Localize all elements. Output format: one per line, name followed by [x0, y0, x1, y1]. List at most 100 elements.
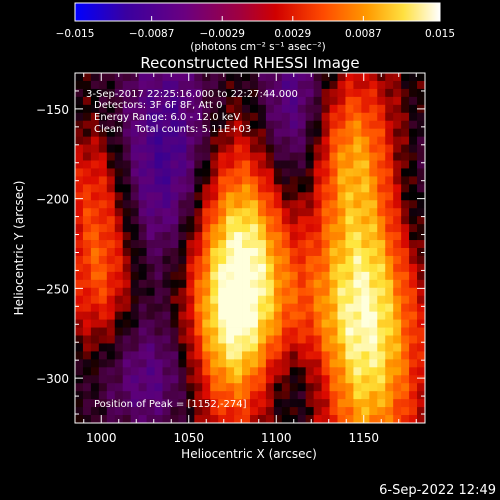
- heatmap-cell: [369, 176, 378, 185]
- heatmap-cell: [289, 279, 299, 289]
- heatmap-cell: [194, 327, 203, 336]
- heatmap-cell: [162, 200, 171, 209]
- heatmap-cell: [202, 399, 211, 408]
- heatmap-cell: [353, 287, 362, 297]
- heatmap-cell: [401, 73, 410, 82]
- heatmap-cell: [329, 343, 338, 352]
- heatmap-cell: [369, 335, 378, 344]
- heatmap-cell: [329, 367, 338, 376]
- heatmap-cell: [122, 319, 132, 328]
- heatmap-cell: [138, 399, 147, 408]
- heatmap-cell: [154, 96, 163, 106]
- heatmap-cell: [361, 311, 370, 320]
- heatmap-cell: [305, 88, 315, 98]
- heatmap-cell: [75, 208, 84, 217]
- heatmap-cell: [417, 128, 425, 138]
- heatmap-cell: [409, 287, 418, 297]
- heatmap-cell: [345, 192, 354, 201]
- heatmap-cell: [297, 367, 307, 376]
- heatmap-cell: [417, 279, 425, 289]
- heatmap-cell: [186, 128, 195, 138]
- heatmap-cell: [82, 184, 92, 193]
- heatmap-cell: [210, 73, 219, 82]
- heatmap-cell: [162, 128, 171, 138]
- heatmap-cell: [138, 383, 147, 392]
- heatmap-cell: [313, 407, 322, 416]
- heatmap-cell: [202, 73, 211, 82]
- heatmap-cell: [218, 232, 227, 241]
- heatmap-cell: [329, 407, 338, 416]
- y-tick-label: −150: [36, 103, 69, 117]
- heatmap-cell: [75, 351, 84, 360]
- heatmap-cell: [114, 367, 124, 376]
- heatmap-cell: [297, 248, 307, 257]
- heatmap-cell: [146, 152, 155, 161]
- heatmap-cell: [130, 311, 140, 320]
- heatmap-cell: [130, 287, 140, 297]
- heatmap-cell: [297, 176, 307, 185]
- heatmap-cell: [329, 311, 338, 320]
- heatmap-cell: [75, 216, 84, 225]
- heatmap-cell: [75, 128, 84, 138]
- heatmap-cell: [90, 407, 100, 416]
- heatmap-cell: [257, 248, 267, 257]
- heatmap-cell: [401, 303, 410, 313]
- heatmap-cell: [90, 128, 100, 138]
- heatmap-cell: [122, 216, 132, 225]
- heatmap-cell: [162, 144, 171, 153]
- heatmap-cell: [273, 359, 283, 368]
- heatmap-cell: [250, 279, 259, 289]
- heatmap-cell: [98, 303, 108, 313]
- heatmap-cell: [82, 375, 92, 384]
- heatmap-cell: [369, 295, 378, 305]
- heatmap-cell: [281, 248, 291, 257]
- heatmap-cell: [90, 351, 100, 360]
- heatmap-cell: [130, 224, 140, 233]
- heatmap-cell: [154, 415, 163, 423]
- heatmap-cell: [409, 80, 418, 90]
- heatmap-cell: [114, 176, 124, 185]
- heatmap-cell: [361, 224, 370, 233]
- heatmap-cell: [226, 192, 235, 201]
- heatmap-cell: [409, 224, 418, 233]
- heatmap-cell: [345, 319, 354, 328]
- heatmap-cell: [337, 240, 346, 249]
- heatmap-cell: [250, 407, 259, 416]
- heatmap-cell: [234, 255, 243, 265]
- heatmap-cell: [75, 303, 84, 313]
- heatmap-cell: [273, 287, 283, 297]
- heatmap-cell: [106, 375, 116, 384]
- heatmap-cell: [162, 184, 171, 193]
- heatmap-cell: [250, 240, 259, 249]
- heatmap-cell: [393, 232, 402, 241]
- heatmap-cell: [162, 216, 171, 225]
- heatmap-cell: [409, 383, 418, 392]
- heatmap-cell: [345, 271, 354, 281]
- heatmap-cell: [361, 168, 370, 177]
- heatmap-cell: [114, 319, 124, 328]
- heatmap-cell: [106, 407, 116, 416]
- heatmap-cell: [297, 271, 307, 281]
- heatmap-cell: [417, 88, 425, 98]
- heatmap-cell: [401, 255, 410, 265]
- heatmap-cell: [257, 168, 267, 177]
- heatmap-cell: [345, 152, 354, 161]
- heatmap-cell: [409, 104, 418, 114]
- heatmap-cell: [210, 224, 219, 233]
- heatmap-cell: [297, 216, 307, 225]
- heatmap-cell: [337, 160, 346, 169]
- heatmap-cell: [122, 335, 132, 344]
- heatmap-cell: [106, 144, 116, 153]
- heatmap-cell: [146, 224, 155, 233]
- heatmap-cell: [353, 279, 362, 289]
- heatmap-cell: [409, 303, 418, 313]
- heatmap-cell: [194, 287, 203, 297]
- heatmap-cell: [273, 73, 283, 82]
- heatmap-cell: [170, 136, 179, 145]
- heatmap-cell: [114, 303, 124, 313]
- heatmap-cell: [138, 335, 147, 344]
- heatmap-cell: [377, 120, 386, 130]
- heatmap-cell: [417, 208, 425, 217]
- heatmap-cell: [218, 144, 227, 153]
- heatmap-cell: [393, 80, 402, 90]
